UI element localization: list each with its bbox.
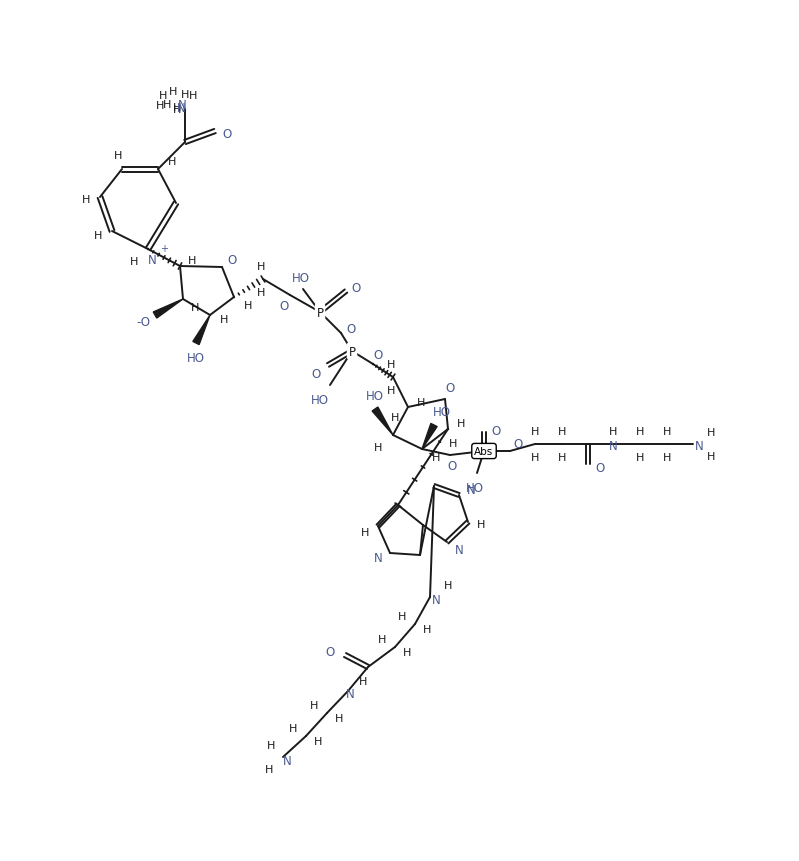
Text: H: H [220,314,229,325]
Text: H: H [378,635,386,644]
Text: O: O [491,424,501,437]
Text: H: H [449,438,457,449]
Polygon shape [153,300,183,319]
Text: H: H [374,443,382,453]
Text: H: H [558,453,566,462]
Text: H: H [191,303,199,313]
Text: N: N [467,483,475,496]
Text: H: H [477,519,485,530]
Text: H: H [417,398,425,407]
Text: H: H [531,426,539,437]
Text: H: H [113,151,122,161]
Text: H: H [431,453,440,462]
Text: HO: HO [187,351,205,364]
Polygon shape [193,316,210,345]
Text: N: N [346,687,355,700]
Text: H: H [159,91,167,101]
Polygon shape [372,407,393,436]
Text: H: H [267,740,275,750]
Text: H: H [189,91,197,101]
Text: O: O [445,381,455,394]
Text: N: N [431,593,440,606]
Text: H: H [168,157,177,167]
Text: Abs: Abs [475,447,494,456]
Text: H: H [244,300,252,311]
Text: H: H [663,426,671,437]
Text: H: H [403,647,411,657]
Text: H: H [443,580,452,591]
Text: N: N [694,440,703,453]
Text: HO: HO [292,271,310,284]
Text: O: O [280,299,288,313]
Text: H: H [163,100,171,110]
Text: +: + [160,244,168,254]
Text: H: H [156,101,164,111]
Text: O: O [325,645,335,658]
Text: H: H [256,288,265,298]
Text: H: H [531,453,539,462]
Text: H: H [663,453,671,462]
Text: H: H [361,528,369,537]
Text: P: P [348,345,356,358]
Text: P: P [316,307,324,319]
Text: HO: HO [466,481,484,494]
Text: H: H [129,257,138,267]
Text: H: H [256,262,265,272]
Text: HO: HO [366,389,384,402]
Text: -O: -O [136,315,150,328]
Text: N: N [283,754,292,768]
Text: H: H [423,624,431,635]
Text: H: H [264,764,273,774]
Text: N: N [609,440,618,453]
Text: H: H [288,723,297,734]
Text: O: O [352,282,360,294]
Text: H: H [169,87,177,97]
Text: H: H [173,105,181,115]
Text: H: H [636,453,644,462]
Text: H: H [391,412,400,423]
Text: H: H [398,611,406,622]
Text: HO: HO [311,393,329,406]
Text: N: N [177,102,185,115]
Text: H: H [181,90,189,100]
Text: N: N [455,544,463,557]
Text: H: H [457,418,465,429]
Text: O: O [514,437,523,450]
Text: H: H [707,451,715,461]
Text: H: H [707,428,715,437]
Text: H: H [310,700,318,710]
Text: H: H [93,231,102,241]
Text: H: H [387,360,396,369]
Text: H: H [81,195,90,205]
Text: O: O [222,127,232,140]
Text: N: N [148,253,157,266]
Text: O: O [312,367,320,380]
Text: H: H [558,426,566,437]
Text: O: O [373,348,383,361]
Text: O: O [595,462,605,475]
Text: O: O [228,253,237,266]
Text: H: H [188,256,197,266]
Text: HO: HO [433,405,451,418]
Text: N: N [177,98,186,111]
Text: H: H [609,426,617,437]
Text: H: H [636,426,644,437]
Text: H: H [359,676,368,686]
Text: O: O [347,322,356,335]
Text: N: N [374,551,383,564]
Polygon shape [422,424,437,449]
Text: H: H [335,713,344,723]
Text: H: H [173,102,181,113]
Text: H: H [314,736,322,746]
Text: O: O [447,460,456,473]
Text: H: H [387,386,396,395]
